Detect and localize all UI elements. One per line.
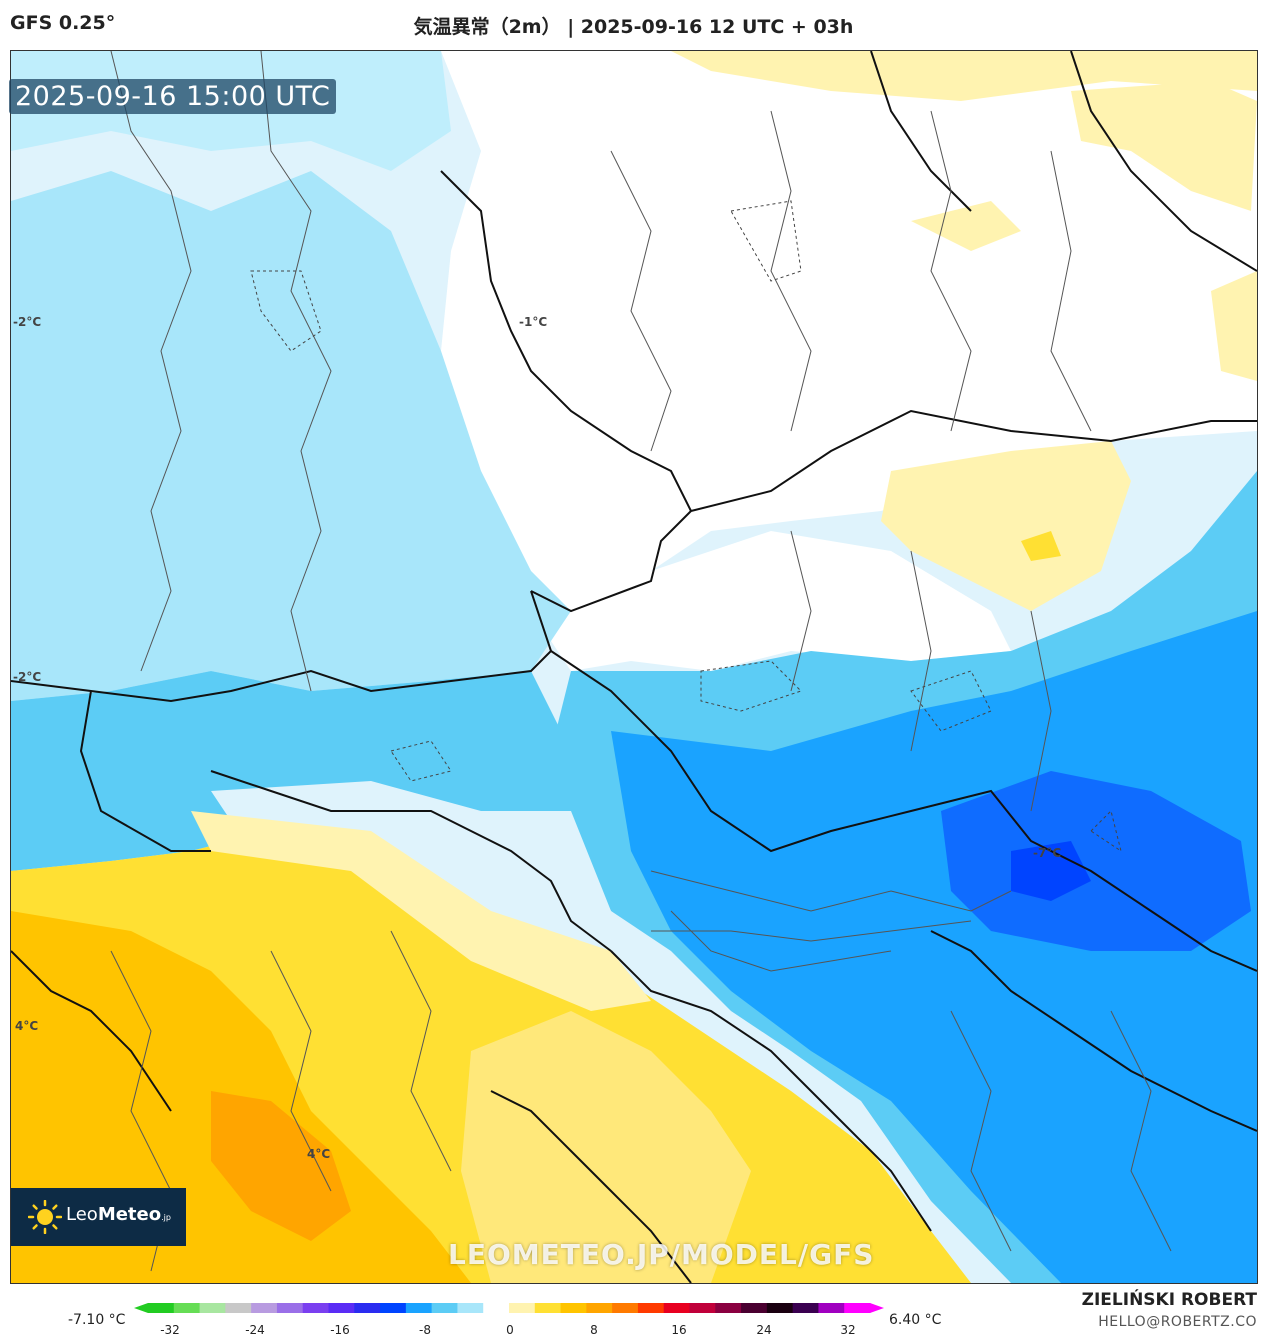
logo-wordmark: LeoMeteo.jp bbox=[66, 1204, 171, 1225]
scale-swatch bbox=[251, 1303, 278, 1313]
scale-tick: -16 bbox=[330, 1323, 350, 1337]
scale-swatch bbox=[276, 1303, 304, 1313]
contour-label: -7°C bbox=[1033, 846, 1062, 860]
scale-tick: -24 bbox=[245, 1323, 265, 1337]
contour-label: -1°C bbox=[519, 315, 548, 329]
scale-swatch bbox=[586, 1303, 613, 1313]
map-panel[interactable]: -2°C -1°C -2°C -7°C 4°C 4°C bbox=[10, 50, 1258, 1284]
warm-patch-east2 bbox=[911, 201, 1021, 251]
hot-patch bbox=[211, 1091, 351, 1241]
scale-swatch bbox=[612, 1303, 639, 1313]
scale-swatch bbox=[199, 1303, 226, 1313]
scale-swatch bbox=[457, 1303, 484, 1313]
warm-patch-north bbox=[671, 51, 1257, 101]
scale-swatch bbox=[431, 1303, 458, 1313]
scale-swatch bbox=[354, 1303, 381, 1313]
scale-swatch bbox=[560, 1303, 587, 1313]
scale-swatch bbox=[405, 1303, 433, 1313]
scale-swatch bbox=[173, 1303, 201, 1313]
scale-max-label: 6.40 °C bbox=[889, 1312, 942, 1328]
scale-swatch bbox=[637, 1303, 665, 1313]
slight-warm-border bbox=[191, 811, 651, 1011]
scale-tick: 24 bbox=[756, 1323, 772, 1337]
scale-swatch bbox=[689, 1303, 716, 1313]
sun-icon bbox=[28, 1200, 62, 1234]
coldest-core bbox=[941, 771, 1251, 951]
scale-swatch bbox=[715, 1303, 742, 1313]
model-name: GFS 0.25° bbox=[10, 12, 116, 34]
chart-title: 気温異常（2m） | 2025-09-16 12 UTC + 03h bbox=[413, 16, 854, 38]
author-email[interactable]: HELLO@ROBERTZ.CO bbox=[1098, 1314, 1257, 1330]
scale-swatch bbox=[741, 1303, 768, 1313]
neutral-region-north bbox=[441, 51, 1257, 611]
scale-swatch bbox=[380, 1303, 407, 1313]
scale-swatch bbox=[663, 1303, 690, 1313]
scale-swatch bbox=[483, 1303, 510, 1313]
scale-swatch bbox=[302, 1303, 329, 1313]
neutral-region-center bbox=[531, 531, 1011, 671]
scale-tick: -8 bbox=[419, 1323, 431, 1337]
scale-max-arrow bbox=[870, 1303, 884, 1313]
scale-tick: 8 bbox=[590, 1323, 598, 1337]
contour-label: 4°C bbox=[307, 1147, 331, 1161]
scale-swatch bbox=[766, 1303, 794, 1313]
warm-patch-east1 bbox=[881, 441, 1131, 611]
scale-swatch bbox=[509, 1303, 536, 1313]
contour-label: -2°C bbox=[13, 315, 42, 329]
leometeo-logo[interactable]: LeoMeteo.jp bbox=[11, 1188, 186, 1246]
valid-time-badge: 2025-09-16 15:00 UTC bbox=[9, 79, 337, 114]
colder-region-east bbox=[611, 611, 1257, 1283]
sea-adriatic bbox=[461, 1011, 751, 1283]
scale-swatch bbox=[844, 1303, 871, 1313]
color-scale-bar bbox=[134, 1303, 884, 1313]
scale-tick: 16 bbox=[671, 1323, 687, 1337]
contour-label: -2°C bbox=[13, 670, 42, 684]
anomaly-contours bbox=[250, 200, 1122, 853]
anomaly-map bbox=[11, 51, 1257, 1283]
warm-patch-east3 bbox=[1211, 271, 1257, 381]
contour-label: 4°C bbox=[15, 1019, 39, 1033]
scale-swatch bbox=[328, 1303, 355, 1313]
warm-spot bbox=[1021, 531, 1061, 561]
scale-swatch bbox=[225, 1303, 252, 1313]
coldest-spot bbox=[1011, 841, 1091, 901]
author-name: ZIELIŃSKI ROBERT bbox=[1081, 1290, 1257, 1310]
country-borders bbox=[11, 51, 1257, 1283]
scale-tick: 32 bbox=[840, 1323, 856, 1337]
site-watermark: LEOMETEO.JP/MODEL/GFS bbox=[448, 1238, 875, 1271]
scale-swatch bbox=[534, 1303, 562, 1313]
scale-swatch bbox=[148, 1303, 175, 1313]
scale-min-label: -7.10 °C bbox=[68, 1312, 126, 1328]
scale-tick: 0 bbox=[506, 1323, 514, 1337]
warm-patch-ne bbox=[1071, 81, 1257, 211]
scale-swatch bbox=[792, 1303, 819, 1313]
scale-tick: -32 bbox=[160, 1323, 180, 1337]
scale-swatch bbox=[818, 1303, 845, 1313]
scale-min-arrow bbox=[134, 1303, 148, 1313]
cool-region-west bbox=[11, 171, 571, 701]
